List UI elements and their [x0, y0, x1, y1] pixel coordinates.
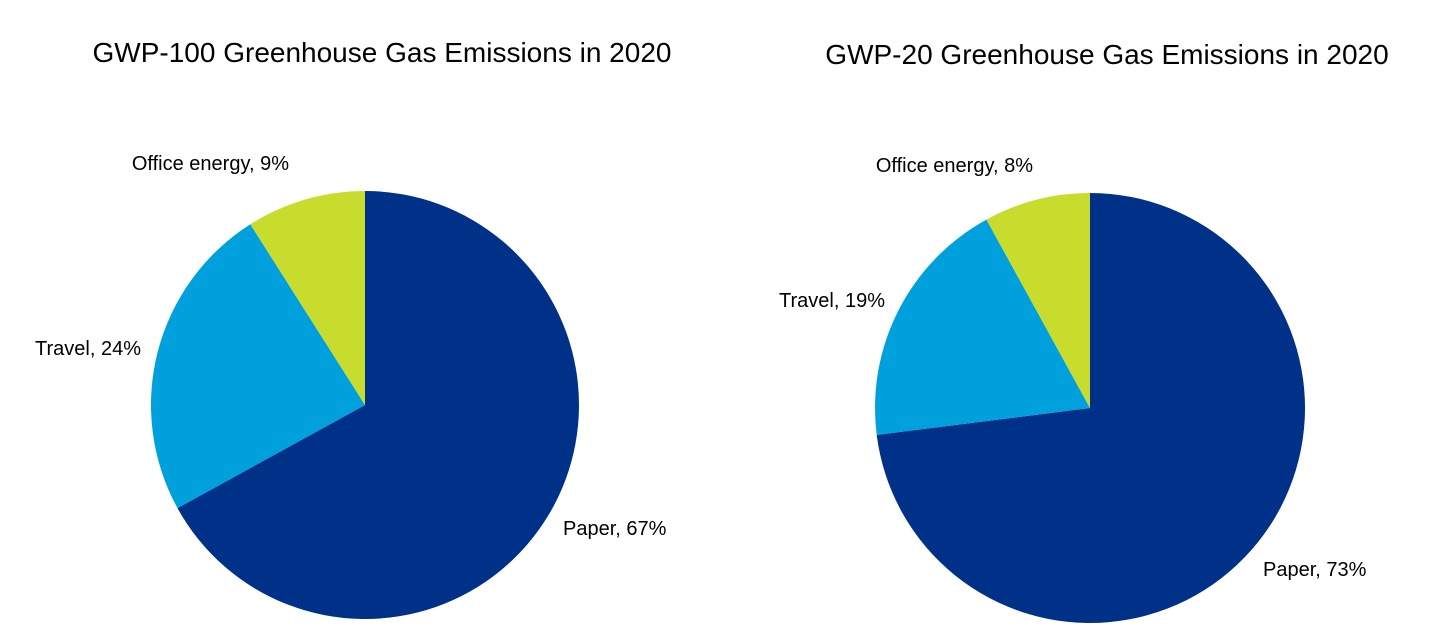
- pie-slices: [875, 193, 1306, 624]
- chart-title: GWP-20 Greenhouse Gas Emissions in 2020: [825, 39, 1388, 70]
- data-label-travel: Travel, 24%: [35, 338, 141, 360]
- pie-slice-travel: [150, 224, 365, 509]
- gwp20-pie-chart: GWP-20 Greenhouse Gas Emissions in 2020 …: [779, 39, 1389, 624]
- pie-labels: Paper, 67% Travel, 24% Office energy, 9%: [35, 153, 667, 540]
- data-label-office-energy: Office energy, 9%: [132, 153, 289, 175]
- pie-slice-office-energy: [250, 191, 365, 405]
- chart-title: GWP-100 Greenhouse Gas Emissions in 2020: [93, 37, 672, 68]
- pie-labels: Paper, 73% Travel, 19% Office energy, 8%: [779, 155, 1367, 581]
- pie-slices: [150, 191, 579, 619]
- pie-slice-paper: [177, 191, 579, 619]
- data-label-paper: Paper, 73%: [1263, 559, 1367, 581]
- pie-slice-office-energy: [986, 193, 1090, 408]
- gwp100-pie-chart: GWP-100 Greenhouse Gas Emissions in 2020…: [35, 37, 671, 619]
- pie-slice-travel: [875, 219, 1090, 435]
- data-label-travel: Travel, 19%: [779, 290, 885, 312]
- pie-slice-paper: [876, 193, 1306, 624]
- data-label-office-energy: Office energy, 8%: [876, 155, 1033, 177]
- data-label-paper: Paper, 67%: [563, 518, 667, 540]
